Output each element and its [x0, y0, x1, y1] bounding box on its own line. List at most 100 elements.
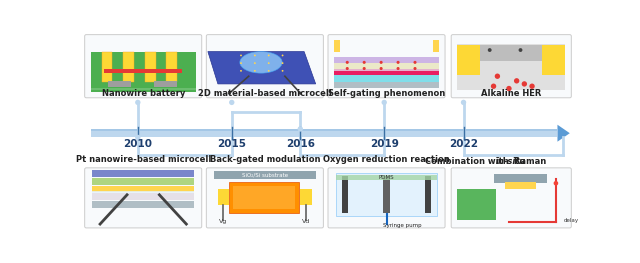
Text: 2022: 2022 [449, 139, 478, 149]
Circle shape [299, 92, 302, 95]
Text: Vd: Vd [302, 219, 310, 224]
FancyBboxPatch shape [451, 168, 572, 228]
Text: 2D material-based microcell: 2D material-based microcell [198, 89, 332, 98]
Circle shape [506, 86, 511, 91]
Bar [92, 193, 194, 200]
Bar [92, 191, 194, 200]
Text: Oxygen reduction reaction: Oxygen reduction reaction [323, 155, 450, 164]
Bar [300, 189, 312, 205]
Bar [542, 45, 565, 75]
Bar [92, 170, 194, 177]
Circle shape [363, 61, 365, 64]
Circle shape [240, 70, 242, 72]
Circle shape [254, 62, 256, 64]
Ellipse shape [240, 52, 282, 73]
Bar [218, 189, 230, 205]
Bar [91, 129, 557, 138]
Circle shape [240, 54, 242, 56]
Circle shape [282, 70, 284, 72]
FancyBboxPatch shape [84, 168, 202, 228]
FancyBboxPatch shape [206, 168, 323, 228]
FancyBboxPatch shape [328, 168, 445, 228]
Bar [92, 201, 194, 208]
Text: Raman: Raman [511, 156, 547, 165]
Bar [334, 63, 439, 69]
Bar [104, 69, 182, 73]
Text: PDMS: PDMS [379, 175, 394, 180]
Circle shape [228, 92, 231, 95]
Bar [91, 88, 196, 90]
Bar [505, 182, 536, 189]
Polygon shape [208, 52, 316, 84]
Bar [166, 52, 177, 82]
Circle shape [397, 61, 399, 64]
Text: Alkaline HER: Alkaline HER [481, 89, 541, 98]
Text: 2010: 2010 [124, 139, 152, 149]
Circle shape [282, 54, 284, 56]
Bar [458, 189, 496, 220]
Bar [145, 52, 156, 82]
Text: 2015: 2015 [217, 139, 246, 149]
Bar [458, 45, 481, 75]
Circle shape [240, 62, 242, 64]
Circle shape [514, 78, 519, 84]
Circle shape [268, 70, 269, 72]
Bar [458, 44, 565, 90]
Text: Self-gating phenomenon: Self-gating phenomenon [328, 89, 445, 98]
Bar [214, 171, 316, 179]
Circle shape [397, 67, 399, 70]
Circle shape [380, 61, 383, 64]
Bar [123, 52, 134, 82]
Bar [102, 52, 113, 82]
Circle shape [488, 48, 492, 52]
Circle shape [346, 67, 349, 70]
Text: Nanowire battery: Nanowire battery [102, 89, 185, 98]
Text: in-situ: in-situ [496, 156, 526, 165]
Bar [154, 81, 177, 87]
Bar [334, 69, 439, 75]
Bar [458, 189, 496, 220]
Circle shape [495, 74, 500, 79]
Circle shape [282, 62, 284, 64]
Circle shape [522, 81, 527, 87]
Bar [425, 175, 431, 213]
Circle shape [380, 67, 383, 70]
Circle shape [461, 100, 466, 105]
Circle shape [413, 61, 417, 64]
Circle shape [413, 67, 417, 70]
Circle shape [491, 84, 496, 89]
Circle shape [518, 48, 522, 52]
Circle shape [381, 100, 387, 105]
Bar [91, 129, 557, 131]
Bar [334, 57, 439, 63]
FancyBboxPatch shape [84, 35, 202, 98]
Text: delay: delay [564, 218, 579, 223]
Text: Vg: Vg [219, 219, 227, 224]
Text: 2016: 2016 [286, 139, 315, 149]
Bar [481, 45, 542, 61]
Text: 2019: 2019 [370, 139, 399, 149]
Circle shape [268, 62, 269, 64]
Bar [433, 40, 439, 52]
Text: Syringe pump: Syringe pump [383, 223, 421, 228]
Bar [334, 82, 439, 88]
FancyBboxPatch shape [328, 35, 445, 98]
Bar [383, 175, 390, 213]
Circle shape [298, 126, 303, 132]
Circle shape [135, 100, 141, 105]
FancyArrow shape [557, 125, 570, 142]
Circle shape [254, 54, 256, 56]
Bar [493, 174, 547, 183]
Text: Pt nanowire-based microcell: Pt nanowire-based microcell [76, 155, 211, 164]
Circle shape [229, 100, 234, 105]
Bar [230, 182, 299, 213]
Circle shape [135, 135, 141, 140]
Bar [336, 175, 437, 180]
Bar [334, 57, 439, 71]
Bar [91, 52, 196, 92]
Circle shape [363, 67, 365, 70]
Circle shape [346, 61, 349, 64]
FancyBboxPatch shape [451, 35, 572, 98]
Bar [92, 186, 194, 193]
Circle shape [268, 54, 269, 56]
